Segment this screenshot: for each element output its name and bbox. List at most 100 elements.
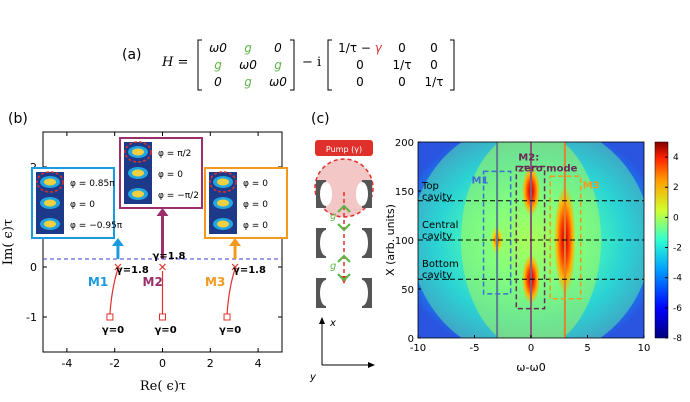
heatmap-ytick: 150 bbox=[395, 187, 414, 198]
mode-box bbox=[549, 175, 582, 300]
coupling-arrow-1 bbox=[337, 204, 351, 232]
heatmap-chart: TopcavityCentralcavityBottomcavityM1M2:z… bbox=[384, 138, 682, 374]
coupling-arrow-2 bbox=[337, 254, 351, 282]
matrix1-cell: g bbox=[214, 58, 222, 72]
pump-badge bbox=[315, 140, 373, 156]
mode-box-label: M3 bbox=[583, 180, 600, 191]
phase-label: φ = 0 bbox=[158, 170, 183, 180]
cavity-label: Top bbox=[421, 181, 439, 192]
matrix2-cell: 1/τ − γ bbox=[338, 41, 383, 55]
eq-lhs: H = bbox=[161, 55, 188, 70]
cavity-label: cavity bbox=[422, 231, 452, 242]
pump-label: Pump (γ) bbox=[326, 145, 362, 154]
gamma-bottom-label: γ=0 bbox=[102, 325, 124, 336]
matrix1-cell: ω0 bbox=[269, 75, 287, 89]
colorbar bbox=[654, 141, 669, 339]
mode-box bbox=[515, 165, 546, 310]
gamma-top-label: γ=1.8 bbox=[153, 251, 186, 262]
pump-circle-icon bbox=[36, 171, 64, 193]
hamiltonian-equation: H = ω0 g 0 g ω0 g 0 g ω0 − i 1/τ − γ 0 0 0 1/τ 0 0 0 1/τ bbox=[161, 39, 455, 91]
matrix1-cell: 0 bbox=[214, 75, 222, 89]
panel-label-b: (b) bbox=[8, 111, 28, 127]
matrix2-cell: 0 bbox=[398, 41, 406, 55]
mode-label: M3 bbox=[205, 275, 225, 289]
heatmap-ytick: 100 bbox=[395, 236, 414, 247]
matrix2-cell: 0 bbox=[356, 75, 364, 89]
matrix2-cell: 0 bbox=[356, 58, 364, 72]
gamma0-marker bbox=[106, 313, 114, 321]
matrix1-cell: ω0 bbox=[239, 58, 257, 72]
mode-label: M1 bbox=[88, 275, 108, 289]
matrix2-cell: 0 bbox=[430, 41, 438, 55]
heatmap-ytick: 200 bbox=[395, 138, 414, 149]
eq-minus-i: − i bbox=[302, 55, 321, 70]
matrix2-cell: 0 bbox=[430, 58, 438, 72]
colorbar-tick: -4 bbox=[673, 274, 682, 284]
colorbar-tick: 0 bbox=[673, 213, 679, 223]
cavity-label: Central bbox=[422, 220, 458, 231]
gamma0-marker bbox=[159, 313, 166, 321]
phase-label: φ = 0 bbox=[243, 221, 268, 231]
heatmap-xlabel: ω-ω0 bbox=[516, 361, 545, 374]
b-ytick: -1 bbox=[26, 311, 37, 324]
heatmap-xtick: 10 bbox=[638, 343, 651, 354]
phase-label: φ = π/2 bbox=[158, 149, 191, 159]
mode-m1: φ = 0.85π φ = 0 φ = −0.95π M1 γ=1.8 γ=0 bbox=[31, 167, 149, 336]
ylabel-b: Im( ϵ)τ bbox=[1, 219, 16, 265]
axis-y-label: y bbox=[309, 372, 317, 383]
heatmap-ytick: 0 bbox=[408, 334, 414, 345]
axis-x-label: x bbox=[329, 318, 336, 329]
matrix1-cell: ω0 bbox=[209, 41, 227, 55]
pump-circle-icon bbox=[124, 141, 152, 163]
g-label-1: g bbox=[330, 211, 336, 222]
matrix1-cell: g bbox=[244, 75, 252, 89]
phase-label: φ = 0 bbox=[70, 200, 95, 210]
gamma-top-label: γ=1.8 bbox=[233, 265, 266, 276]
b-xtick: 2 bbox=[207, 357, 214, 370]
gamma-bottom-label: γ=0 bbox=[219, 325, 241, 336]
panel-label-a: (a) bbox=[122, 47, 142, 63]
b-xtick: -4 bbox=[61, 357, 72, 370]
cavity-label: Bottom bbox=[422, 259, 459, 270]
colorbar-tick: 4 bbox=[673, 153, 679, 163]
mode-box bbox=[482, 170, 512, 295]
matrix-2: 1/τ − γ 0 0 0 1/τ 0 0 0 1/τ bbox=[338, 41, 443, 89]
gamma0-marker bbox=[223, 313, 231, 321]
mode-label: M2 bbox=[143, 275, 163, 289]
b-xtick: 0 bbox=[159, 357, 166, 370]
cavity-schematic: Pump (γ) g g x y bbox=[309, 140, 375, 383]
colorbar-tick: -8 bbox=[673, 334, 682, 344]
colorbar-tick: 2 bbox=[673, 183, 679, 193]
matrix1-cell: 0 bbox=[274, 41, 282, 55]
phase-label: φ = −0.95π bbox=[70, 221, 123, 231]
heatmap-ytick: 50 bbox=[401, 285, 414, 296]
phase-label: φ = 0 bbox=[243, 200, 268, 210]
cavity-label: cavity bbox=[422, 270, 452, 281]
gamma-bottom-label: γ=0 bbox=[155, 325, 177, 336]
matrix2-cell: 1/τ bbox=[425, 75, 444, 89]
mode-box-label: M2: bbox=[518, 153, 539, 164]
mode-box-label: M1 bbox=[472, 175, 489, 186]
colorbar-tick: -6 bbox=[673, 304, 682, 314]
mode-m3: φ = 0 φ = 0 φ = 0 M3 γ=1.8 γ=0 bbox=[204, 167, 288, 336]
gamma-top-label: γ=1.8 bbox=[116, 265, 149, 276]
xlabel-b: Re( ϵ)τ bbox=[140, 379, 186, 394]
b-xtick: 4 bbox=[255, 357, 262, 370]
heatmap-xtick: 0 bbox=[528, 343, 534, 354]
matrix1-cell: g bbox=[244, 41, 252, 55]
heatmap-xtick: -10 bbox=[410, 343, 426, 354]
heatmap-xtick: -5 bbox=[470, 343, 480, 354]
heatmap-ylabel: X (arb. units) bbox=[384, 204, 397, 276]
b-ytick: 0 bbox=[30, 261, 37, 274]
pump-circle-icon bbox=[209, 171, 237, 193]
phase-label: φ = 0 bbox=[243, 179, 268, 189]
mode-box-label: zero mode bbox=[518, 164, 577, 175]
heatmap-xtick: 5 bbox=[584, 343, 590, 354]
b-xtick: -2 bbox=[109, 357, 120, 370]
matrix2-cell: 0 bbox=[398, 75, 406, 89]
matrix2-cell: 1/τ bbox=[393, 58, 412, 72]
phase-label: φ = −π/2 bbox=[158, 191, 199, 201]
colorbar-tick: -2 bbox=[673, 244, 682, 254]
